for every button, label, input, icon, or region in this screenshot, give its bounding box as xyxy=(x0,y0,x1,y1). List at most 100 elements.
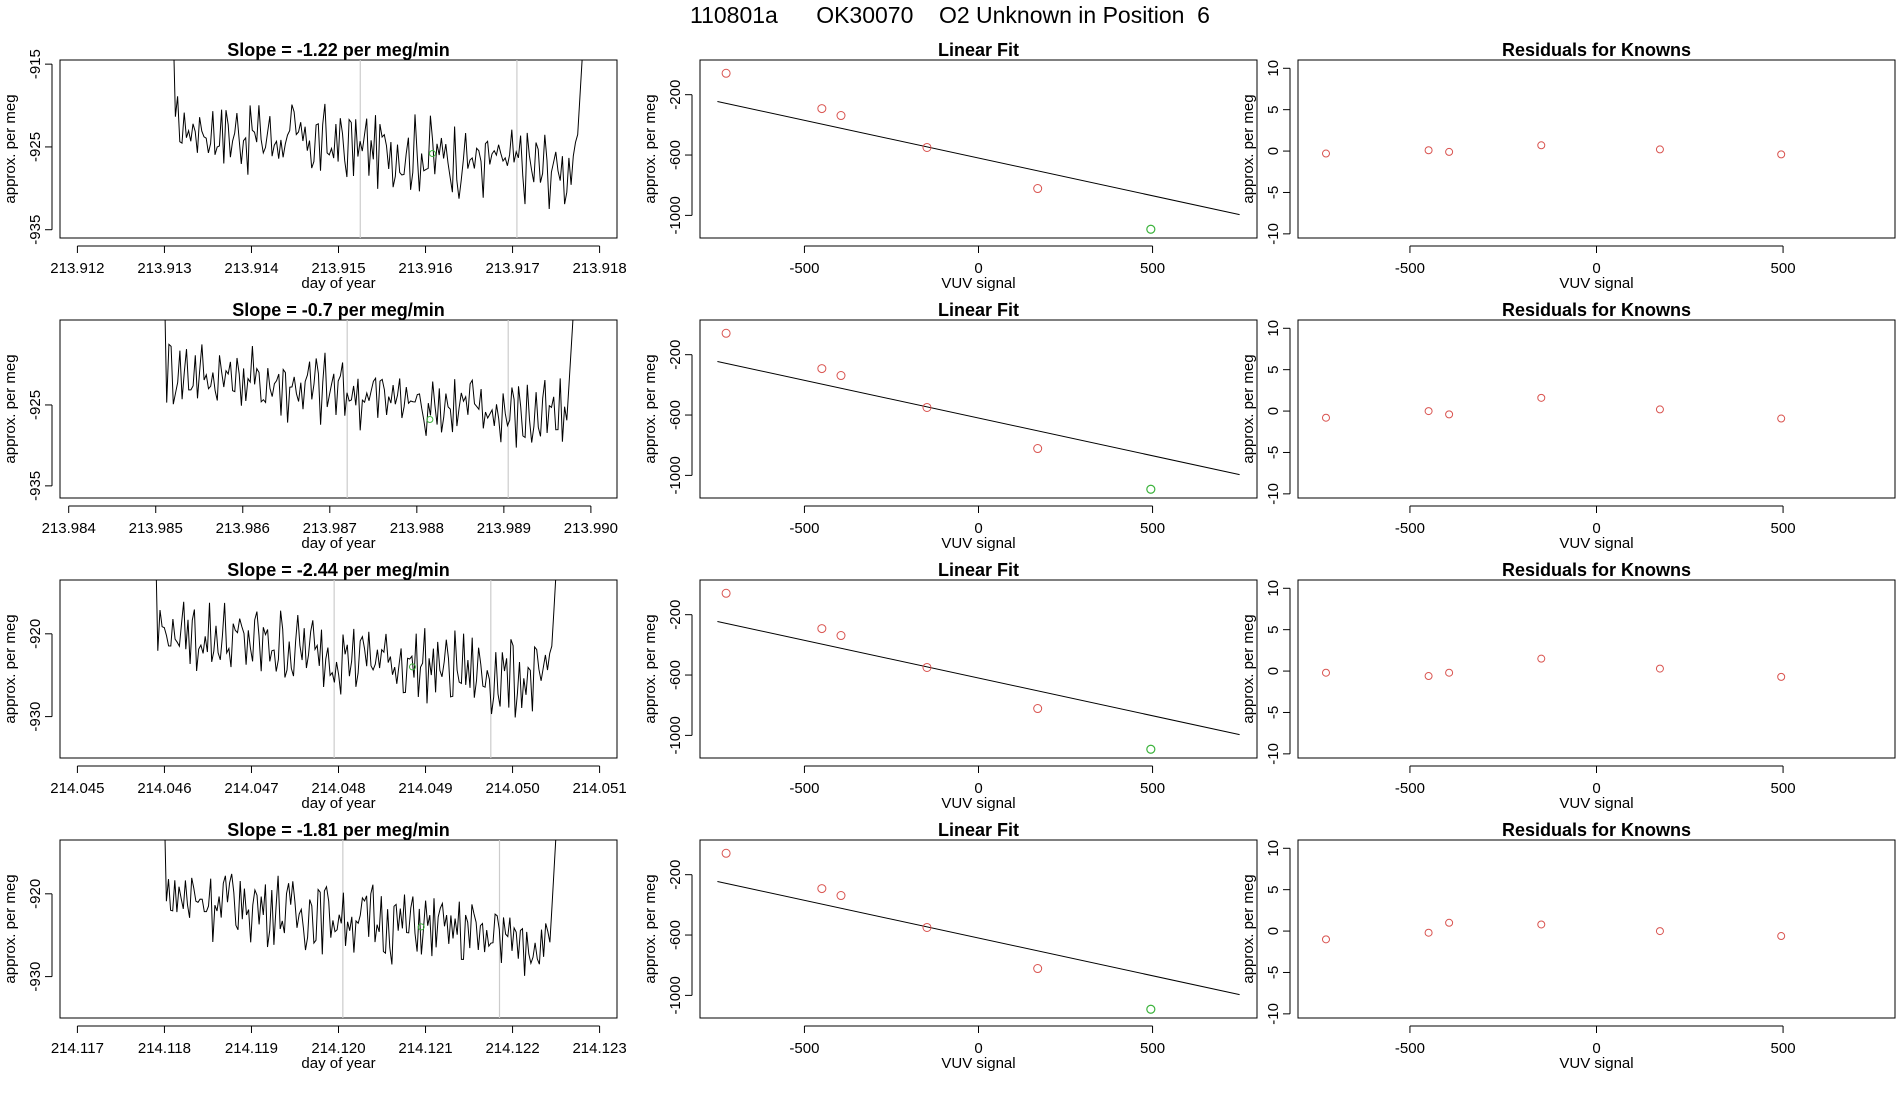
x-axis-label: VUV signal xyxy=(941,535,1015,552)
timeseries-line xyxy=(155,580,557,718)
x-axis-label: VUV signal xyxy=(1559,1055,1633,1072)
y-tick-label: 10 xyxy=(1265,320,1282,337)
plot-frame xyxy=(1297,579,1896,759)
x-tick-label: 214.117 xyxy=(51,1040,104,1057)
known-point xyxy=(836,891,846,901)
linear-fit-panel: -500 0 500 VUV signal -200 -600 -1000 approx. p… xyxy=(642,560,1258,812)
residual-point xyxy=(1537,920,1546,929)
x-tick-label: 214.045 xyxy=(50,780,104,797)
panel-title: Residuals for Knowns xyxy=(1502,560,1691,580)
y-tick-label: -5 xyxy=(1265,706,1282,719)
x-tick-label: 500 xyxy=(1771,780,1796,797)
x-tick-label: 214.119 xyxy=(225,1040,278,1057)
known-point xyxy=(721,328,731,338)
x-tick-label: 500 xyxy=(1140,1040,1165,1057)
residual-point xyxy=(1424,672,1433,681)
residual-point xyxy=(1445,147,1454,156)
timeseries-panel: 214.117 214.118 214.119 214.120 214.121 214.1… xyxy=(2,820,627,1072)
unknown-point xyxy=(417,923,425,931)
timeseries-panel: 214.045 214.046 214.047 214.048 214.049 214.0… xyxy=(2,560,627,812)
x-tick-label: 0 xyxy=(974,260,982,277)
y-axis-label: approx. per meg xyxy=(642,614,659,723)
x-tick-label: 500 xyxy=(1771,1040,1796,1057)
x-tick-label: -500 xyxy=(789,780,819,797)
plot-frame xyxy=(699,319,1258,499)
known-point xyxy=(817,364,827,374)
residual-point xyxy=(1445,410,1454,419)
timeseries-panel: 213.984 213.985 213.986 213.987 213.988 213.9… xyxy=(2,300,618,552)
unknown-point xyxy=(428,150,436,158)
plot-frame xyxy=(59,319,618,499)
x-tick-label: 500 xyxy=(1771,520,1796,537)
timeseries-line xyxy=(164,320,574,448)
x-tick-label: 214.051 xyxy=(572,780,626,797)
plot-frame xyxy=(59,839,618,1019)
residual-point xyxy=(1655,664,1664,673)
x-tick-label: 0 xyxy=(1592,780,1600,797)
x-axis-label: VUV signal xyxy=(1559,795,1633,812)
known-point xyxy=(1033,444,1043,454)
x-tick-label: 0 xyxy=(974,1040,982,1057)
residual-point xyxy=(1321,413,1330,422)
y-tick-label: -600 xyxy=(667,400,684,430)
y-tick-label: 5 xyxy=(1265,626,1282,634)
x-tick-label: 0 xyxy=(1592,520,1600,537)
y-tick-label: 10 xyxy=(1265,60,1282,77)
panel-title: Linear Fit xyxy=(938,40,1019,60)
y-tick-label: 10 xyxy=(1265,840,1282,857)
x-tick-label: -500 xyxy=(1395,780,1425,797)
y-tick-label: -915 xyxy=(27,49,44,79)
residual-point xyxy=(1445,918,1454,927)
plot-frame xyxy=(1297,319,1896,499)
known-point xyxy=(721,68,731,78)
x-tick-label: 214.118 xyxy=(138,1040,191,1057)
x-axis-label: day of year xyxy=(301,1055,375,1072)
y-tick-label: -1000 xyxy=(667,456,684,494)
residual-point xyxy=(1537,141,1546,150)
y-tick-label: -10 xyxy=(1265,223,1282,245)
x-tick-label: 213.917 xyxy=(485,260,539,277)
residual-point xyxy=(1537,654,1546,663)
plot-frame xyxy=(1297,59,1896,239)
y-axis-label: approx. per meg xyxy=(642,874,659,983)
x-tick-label: 214.122 xyxy=(485,1040,539,1057)
panel-title: Linear Fit xyxy=(938,300,1019,320)
x-axis-label: VUV signal xyxy=(1559,275,1633,292)
panel-title: Linear Fit xyxy=(938,820,1019,840)
residuals-panel: -500 0 500 VUV signal 10 5 0 -5 -10 approx. per m… xyxy=(1240,820,1896,1072)
x-tick-label: 213.990 xyxy=(564,520,618,537)
x-tick-label: 214.049 xyxy=(398,780,452,797)
unknown-point xyxy=(1146,484,1156,494)
known-point xyxy=(836,631,846,641)
y-tick-label: -920 xyxy=(27,879,44,909)
panel-title: Slope = -1.81 per meg/min xyxy=(227,820,450,840)
residual-point xyxy=(1777,672,1786,681)
x-tick-label: 213.988 xyxy=(390,520,444,537)
plot-frame xyxy=(59,579,618,759)
y-tick-label: -930 xyxy=(27,702,44,732)
x-tick-label: 213.915 xyxy=(311,260,365,277)
residual-point xyxy=(1655,145,1664,154)
figure-title: 110801a OK30070 O2 Unknown in Position 6 xyxy=(690,2,1210,28)
y-tick-label: -925 xyxy=(27,390,44,420)
x-tick-label: 500 xyxy=(1140,260,1165,277)
y-axis-label: approx. per meg xyxy=(2,354,19,463)
panel-title: Residuals for Knowns xyxy=(1502,300,1691,320)
y-tick-label: -5 xyxy=(1265,186,1282,199)
x-tick-label: 500 xyxy=(1140,520,1165,537)
x-tick-label: 213.989 xyxy=(477,520,531,537)
x-tick-label: 213.916 xyxy=(398,260,452,277)
known-point xyxy=(817,104,827,114)
x-tick-label: -500 xyxy=(1395,1040,1425,1057)
fit-line xyxy=(717,100,1240,216)
unknown-point xyxy=(426,416,434,424)
y-tick-label: -10 xyxy=(1265,1003,1282,1025)
known-point xyxy=(922,922,932,932)
y-tick-label: -930 xyxy=(27,962,44,992)
residual-point xyxy=(1321,668,1330,677)
x-tick-label: -500 xyxy=(789,260,819,277)
x-tick-label: 500 xyxy=(1771,260,1796,277)
unknown-point xyxy=(1146,224,1156,234)
y-axis-label: approx. per meg xyxy=(642,354,659,463)
